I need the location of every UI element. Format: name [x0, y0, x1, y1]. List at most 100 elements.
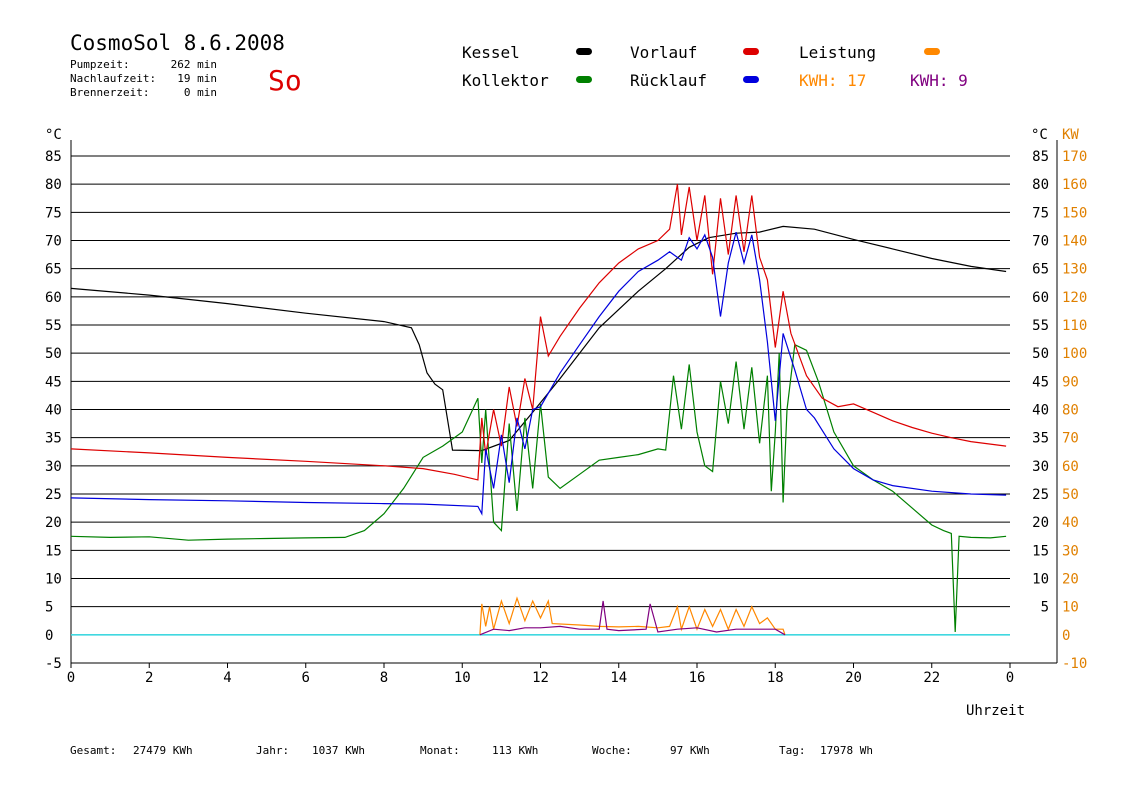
footer-value: 97 KWh	[670, 744, 710, 757]
legend-label-leistung: Leistung	[799, 43, 876, 62]
y2-tick-label: 90	[1062, 374, 1079, 390]
footer: Gesamt: 27479 KWh Jahr: 1037 KWh Monat: …	[70, 744, 873, 757]
y-tick-label: 65	[45, 262, 62, 278]
y-right-tick-label: 60	[1032, 290, 1049, 306]
y2-tick-label: -10	[1062, 656, 1087, 672]
y-right-tick-label: 65	[1032, 262, 1049, 278]
y-tick-label: 75	[45, 205, 62, 221]
legend-label-kessel: Kessel	[462, 43, 520, 62]
x-tick-label: 4	[223, 670, 231, 686]
y-tick-label: 20	[45, 515, 62, 531]
footer-label: Monat:	[420, 744, 460, 757]
y-tick-label: 40	[45, 403, 62, 419]
stat-value: 262 min	[171, 58, 217, 71]
y2-tick-label: 40	[1062, 515, 1079, 531]
series-line-vorlauf	[70, 184, 1007, 481]
y-tick-label: 15	[45, 543, 62, 559]
kwh-purple: KWH: 9	[910, 71, 968, 90]
y2-tick-label: 140	[1062, 234, 1087, 250]
footer-value: 1037 KWh	[312, 744, 365, 757]
y-right-tick-label: 75	[1032, 205, 1049, 221]
series-line-leistung-kwh-9	[479, 600, 786, 636]
y-right-tick-label: 35	[1032, 431, 1049, 447]
y-right-tick-label: 45	[1032, 374, 1049, 390]
stat-label: Pumpzeit:	[70, 58, 130, 71]
x-tick-label: 0	[1006, 670, 1014, 686]
y-tick-label: 80	[45, 177, 62, 193]
y-right-tick-label: 70	[1032, 234, 1049, 250]
footer-value: 113 KWh	[492, 744, 538, 757]
y-tick-label: 85	[45, 149, 62, 165]
y2-tick-label: 150	[1062, 205, 1087, 221]
y-right-tick-label: 5	[1041, 600, 1049, 616]
footer-label: Woche:	[592, 744, 632, 757]
series-line-kollektor	[70, 343, 1007, 633]
grid	[71, 155, 1010, 636]
y2-tick-label: 110	[1062, 318, 1087, 334]
header: CosmoSol 8.6.2008 So Pumpzeit: 262 min N…	[70, 31, 302, 99]
y2-tick-label: 10	[1062, 600, 1079, 616]
footer-label: Gesamt:	[70, 744, 116, 757]
y-tick-label: 60	[45, 290, 62, 306]
legend-swatch	[576, 76, 592, 83]
y-tick-label: 10	[45, 572, 62, 588]
legend-swatch	[924, 48, 940, 55]
y-tick-label: 30	[45, 459, 62, 475]
stat-value: 19 min	[177, 72, 217, 85]
footer-label: Tag:	[779, 744, 806, 757]
y2-unit-label: KW	[1062, 127, 1079, 143]
y2-tick-label: 60	[1062, 459, 1079, 475]
x-tick-label: 18	[767, 670, 784, 686]
y-tick-label: 5	[45, 600, 53, 616]
stat-value: 0 min	[184, 86, 217, 99]
x-tick-label: 0	[67, 670, 75, 686]
legend-label-vorlauf: Vorlauf	[630, 43, 697, 62]
y2-tick-label: 120	[1062, 290, 1087, 306]
y-right-tick-label: 30	[1032, 459, 1049, 475]
y-tick-label: 70	[45, 234, 62, 250]
y2-tick-label: 70	[1062, 431, 1079, 447]
series-line-r-cklauf	[70, 231, 1007, 516]
y-right-unit-label: °C	[1031, 127, 1048, 143]
y-tick-label: 35	[45, 431, 62, 447]
legend-label-ruecklauf: Rücklauf	[630, 71, 707, 90]
legend: Kessel Kollektor Vorlauf Rücklauf Leistu…	[462, 43, 968, 90]
x-tick-label: 14	[610, 670, 627, 686]
y-tick-label: 25	[45, 487, 62, 503]
y2-tick-label: 160	[1062, 177, 1087, 193]
y2-tick-label: 100	[1062, 346, 1087, 362]
y-unit-label: °C	[45, 127, 62, 143]
y-tick-label: -5	[45, 656, 62, 672]
stat-label: Nachlaufzeit:	[70, 72, 156, 85]
day-label: So	[268, 64, 302, 97]
legend-swatch	[743, 48, 759, 55]
y-tick-label: 0	[45, 628, 53, 644]
y-right-tick-label: 55	[1032, 318, 1049, 334]
y-right-tick-label: 20	[1032, 515, 1049, 531]
y2-tick-label: 130	[1062, 262, 1087, 278]
series-line-leistung	[479, 596, 786, 635]
y-right-tick-label: 15	[1032, 543, 1049, 559]
y-tick-label: 50	[45, 346, 62, 362]
y-right-tick-label: 50	[1032, 346, 1049, 362]
x-axis-label: Uhrzeit	[966, 703, 1025, 719]
y-right-tick-label: 10	[1032, 572, 1049, 588]
kwh-orange: KWH: 17	[799, 71, 866, 90]
x-tick-label: 6	[302, 670, 310, 686]
x-tick-label: 2	[145, 670, 153, 686]
y2-tick-label: 20	[1062, 572, 1079, 588]
footer-value: 27479 KWh	[133, 744, 193, 757]
legend-label-kollektor: Kollektor	[462, 71, 549, 90]
footer-label: Jahr:	[256, 744, 289, 757]
x-tick-label: 12	[532, 670, 549, 686]
series-group	[70, 184, 1007, 636]
y2-tick-label: 170	[1062, 149, 1087, 165]
x-tick-label: 16	[689, 670, 706, 686]
y-right-tick-label: 25	[1032, 487, 1049, 503]
y2-tick-label: 80	[1062, 403, 1079, 419]
footer-value: 17978 Wh	[820, 744, 873, 757]
y2-tick-label: 0	[1062, 628, 1070, 644]
stat-label: Brennerzeit:	[70, 86, 149, 99]
legend-swatch	[743, 76, 759, 83]
